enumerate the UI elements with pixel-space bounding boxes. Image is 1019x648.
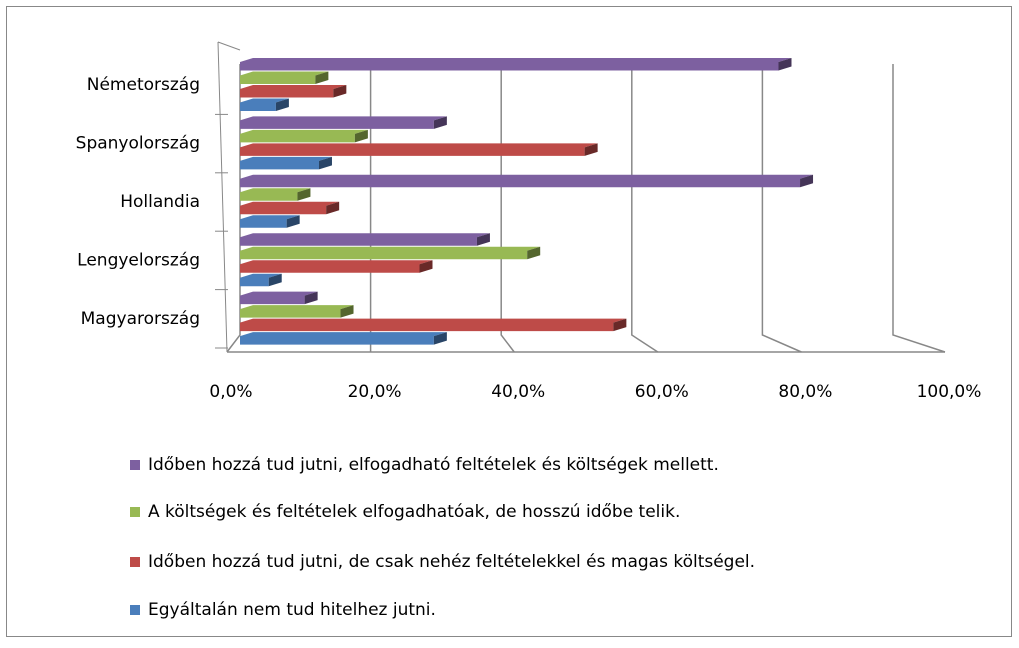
x-tick-label: 20,0% — [348, 382, 402, 402]
bar-end — [340, 305, 354, 318]
bar — [240, 71, 329, 84]
bar-end — [433, 116, 447, 129]
left-wall — [217, 41, 241, 353]
bar-end — [286, 215, 300, 228]
bar — [240, 201, 340, 215]
bar-end — [800, 174, 814, 188]
bar-end — [476, 233, 490, 246]
y-tick-label: Lengyelország — [77, 250, 200, 270]
legend-label: A költségek és feltételek elfogadhatóak,… — [148, 502, 680, 522]
bar-end — [275, 98, 289, 111]
legend-swatch — [130, 507, 140, 517]
bar-end — [326, 201, 340, 215]
bar — [240, 291, 318, 305]
x-tick-label: 100,0% — [917, 382, 982, 402]
y-tick-label: Spanyolország — [76, 134, 200, 154]
bar — [240, 215, 300, 228]
bar — [240, 246, 541, 260]
bar — [240, 116, 447, 129]
legend-swatch — [130, 557, 140, 567]
y-tick-label: Magyarország — [81, 309, 200, 329]
legend-swatch — [130, 605, 140, 615]
bar — [240, 332, 447, 345]
bar-end — [315, 71, 329, 84]
legend-label: Egyáltalán nem tud hitelhez jutni. — [148, 600, 436, 620]
y-tick-label: Németország — [87, 75, 200, 95]
bar-end — [304, 291, 318, 305]
bar-end — [268, 273, 282, 287]
bar-end — [584, 143, 598, 156]
bar — [240, 58, 792, 71]
x-tick-label: 40,0% — [491, 382, 545, 402]
bar — [240, 85, 347, 98]
bar — [240, 260, 433, 273]
grid-line — [761, 64, 802, 353]
bar-end — [778, 58, 792, 71]
grid-line — [892, 64, 946, 353]
bar — [240, 273, 282, 287]
bar — [240, 188, 311, 201]
bar — [240, 305, 354, 318]
bar-end — [613, 318, 627, 332]
x-tick-label: 0,0% — [209, 382, 252, 402]
bar — [240, 143, 598, 156]
legend-swatch — [130, 460, 140, 470]
bar-end — [297, 188, 311, 201]
bar-end — [333, 85, 347, 98]
bar-end — [318, 156, 332, 170]
bar-end — [527, 246, 541, 260]
y-tick-label: Hollandia — [120, 192, 200, 212]
bar — [240, 98, 289, 111]
bar — [240, 156, 332, 170]
bar — [240, 174, 814, 188]
x-tick-label: 60,0% — [635, 382, 689, 402]
bar-end — [433, 332, 447, 345]
legend-label: Időben hozzá tud jutni, elfogadható felt… — [148, 455, 719, 475]
x-tick-label: 80,0% — [778, 382, 832, 402]
legend-label: Időben hozzá tud jutni, de csak nehéz fe… — [148, 552, 755, 572]
bar — [240, 233, 490, 246]
bar — [240, 318, 627, 332]
grid-line — [631, 64, 659, 353]
bar-end — [419, 260, 433, 273]
bar-end — [354, 129, 368, 143]
bar — [240, 129, 368, 143]
